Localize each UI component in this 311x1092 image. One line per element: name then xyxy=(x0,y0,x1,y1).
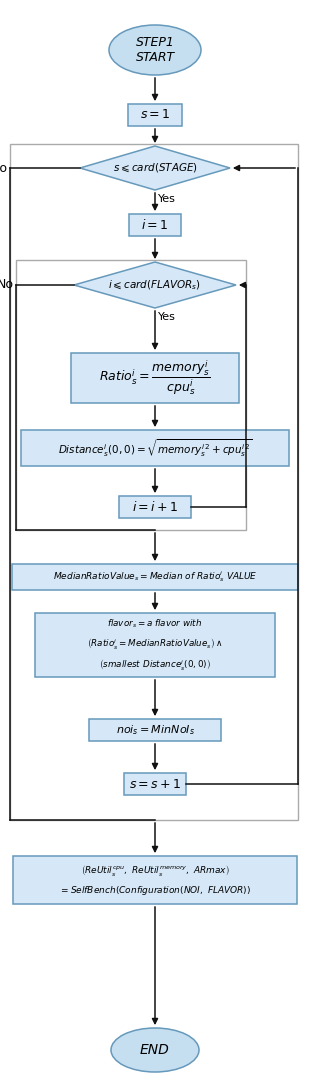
FancyBboxPatch shape xyxy=(119,496,191,518)
Text: Yes: Yes xyxy=(158,312,176,322)
Text: $flavor_{s}=a\ flavor\ with$
$\left(Ratio^{i}_{s}=MedianRatioValue_{s}\right)\we: $flavor_{s}=a\ flavor\ with$ $\left(Rati… xyxy=(87,618,223,672)
Text: $s=s+1$: $s=s+1$ xyxy=(129,778,181,791)
FancyBboxPatch shape xyxy=(124,773,186,795)
Text: No: No xyxy=(0,278,14,292)
FancyBboxPatch shape xyxy=(12,563,298,590)
Polygon shape xyxy=(80,146,230,190)
Text: $MedianRatioValue_{s}=Median\ of\ Ratio^{i}_{s}\ VALUE$: $MedianRatioValue_{s}=Median\ of\ Ratio^… xyxy=(53,570,257,584)
Ellipse shape xyxy=(111,1028,199,1072)
Text: $i=1$: $i=1$ xyxy=(141,218,169,232)
Text: STEP1
START: STEP1 START xyxy=(135,36,174,64)
Text: Yes: Yes xyxy=(158,194,176,204)
Text: $s\leqslant card\left(STAGE\right)$: $s\leqslant card\left(STAGE\right)$ xyxy=(113,162,197,175)
Text: $i\leqslant card\left(FLAVOR_{s}\right)$: $i\leqslant card\left(FLAVOR_{s}\right)$ xyxy=(109,278,202,292)
Text: $s=1$: $s=1$ xyxy=(140,108,170,121)
Text: $i=i+1$: $i=i+1$ xyxy=(132,500,178,514)
FancyBboxPatch shape xyxy=(13,856,297,904)
Text: $noi_{s}=MinNoI_{s}$: $noi_{s}=MinNoI_{s}$ xyxy=(115,723,194,737)
Text: $\left(ReUtil^{cpu}_{s},\ ReUtil^{memory}_{s},\ ARmax\right)$
$=SelfBench\left(C: $\left(ReUtil^{cpu}_{s},\ ReUtil^{memory… xyxy=(59,864,251,897)
FancyBboxPatch shape xyxy=(71,353,239,403)
Polygon shape xyxy=(74,262,236,308)
Text: $Distance^{i}_{s}(0,0)=\sqrt{memory^{i\,2}_{s}+cpu^{i\,2}_{s}}$: $Distance^{i}_{s}(0,0)=\sqrt{memory^{i\,… xyxy=(58,437,253,459)
FancyBboxPatch shape xyxy=(128,104,182,126)
FancyBboxPatch shape xyxy=(129,214,181,236)
Text: END: END xyxy=(140,1043,170,1057)
Text: No: No xyxy=(0,162,8,175)
FancyBboxPatch shape xyxy=(21,430,289,466)
Text: $Ratio^{i}_{s}=\dfrac{memory^{i}_{s}}{cpu^{i}_{s}}$: $Ratio^{i}_{s}=\dfrac{memory^{i}_{s}}{cp… xyxy=(99,358,211,397)
Ellipse shape xyxy=(109,25,201,75)
FancyBboxPatch shape xyxy=(89,719,221,741)
FancyBboxPatch shape xyxy=(35,613,275,677)
